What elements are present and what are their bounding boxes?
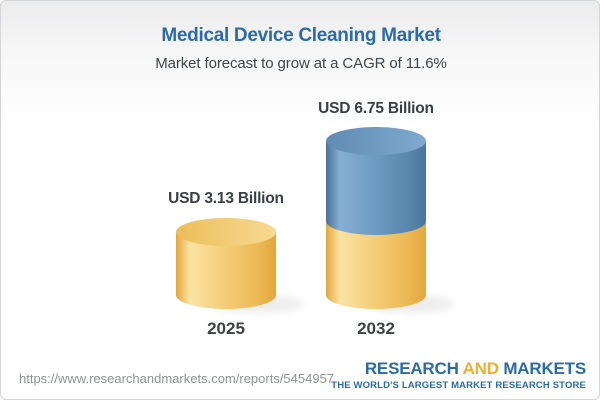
category-label-2032: 2032: [357, 319, 395, 338]
cylinder-2032: [326, 127, 426, 309]
logo-wordmark: RESEARCH AND MARKETS: [331, 360, 586, 377]
page-subtitle: Market forecast to grow at a CAGR of 11.…: [155, 55, 447, 72]
cylinder-2032-base-segment: [326, 221, 426, 309]
report-url-link[interactable]: https://www.researchandmarkets.com/repor…: [19, 371, 335, 386]
cylinder-2032-growth-segment: [326, 141, 426, 235]
category-label-2025: 2025: [207, 319, 245, 338]
research-and-markets-logo: RESEARCH AND MARKETS THE WORLD'S LARGEST…: [331, 360, 586, 391]
logo-tagline: THE WORLD'S LARGEST MARKET RESEARCH STOR…: [331, 380, 586, 391]
logo-word-markets: MARKETS: [503, 359, 586, 378]
logo-word-research: RESEARCH: [364, 359, 459, 378]
value-label-2032: USD 6.75 Billion: [318, 100, 434, 117]
logo-word-and: AND: [462, 359, 499, 378]
value-label-2025: USD 3.13 Billion: [168, 190, 284, 207]
page-title: Medical Device Cleaning Market: [161, 25, 441, 46]
cylinder-2025: [176, 218, 276, 309]
